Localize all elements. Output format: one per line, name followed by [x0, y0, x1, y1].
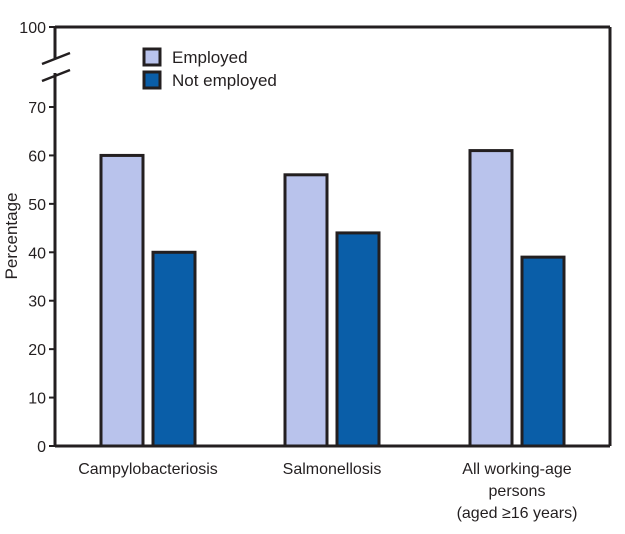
- bar-employed: [283, 173, 329, 448]
- bar-employed: [468, 149, 514, 448]
- y-tick-label: 10: [28, 391, 46, 408]
- x-tick-label: persons: [489, 483, 546, 500]
- axis-break-mark: [41, 51, 71, 66]
- legend-label: Not employed: [172, 71, 277, 90]
- legend-swatch: [142, 70, 162, 90]
- bar-not-employed: [335, 231, 381, 448]
- x-tick-label: (aged ≥16 years): [457, 505, 578, 522]
- x-tick-label: Campylobacteriosis: [78, 461, 218, 478]
- y-tick-label: 20: [28, 342, 46, 359]
- x-tick-label: Salmonellosis: [283, 461, 382, 478]
- bar-not-employed: [520, 255, 566, 448]
- legend-label: Employed: [172, 48, 248, 67]
- y-tick-label: 60: [28, 148, 46, 165]
- y-axis-label: Percentage: [2, 193, 21, 280]
- y-tick-label: 100: [19, 20, 46, 37]
- bar-employed: [99, 153, 145, 448]
- y-tick-label: 0: [37, 439, 46, 456]
- y-tick-label: 40: [28, 245, 46, 262]
- legend-swatch: [142, 47, 162, 67]
- bar-not-employed: [151, 250, 197, 448]
- y-tick-label: 30: [28, 294, 46, 311]
- x-tick-label: All working-age: [462, 461, 571, 478]
- y-tick-label: 70: [28, 100, 46, 117]
- axis-break-mark: [41, 68, 71, 83]
- y-tick-label: 50: [28, 197, 46, 214]
